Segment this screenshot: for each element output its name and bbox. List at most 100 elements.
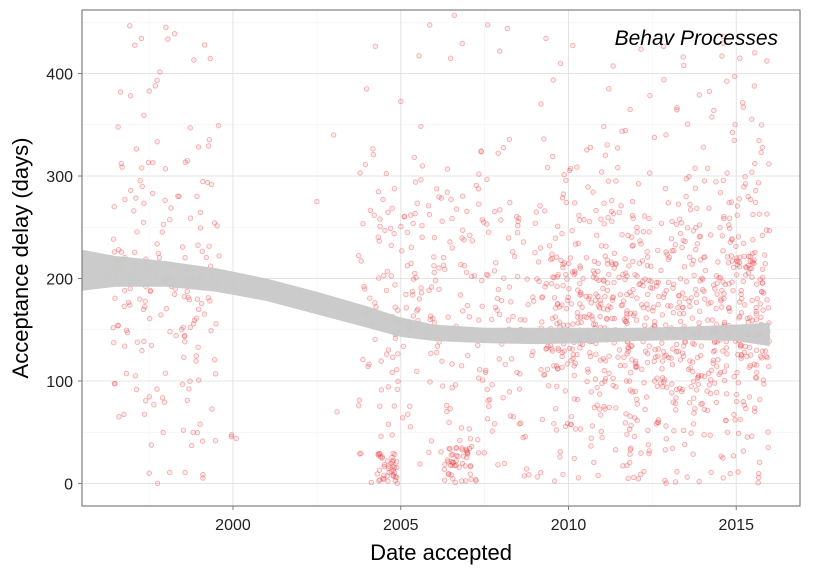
data-point [550,77,556,83]
data-point [639,302,645,308]
data-point [408,260,414,266]
data-point [458,363,465,369]
data-point [138,35,145,42]
data-point [450,451,456,458]
data-point [408,244,415,250]
data-point [749,433,755,439]
data-point [602,406,608,412]
data-point [756,470,762,477]
data-point [738,291,744,297]
data-point [600,285,606,292]
data-point [698,373,705,379]
data-point [116,414,122,420]
data-point [168,205,174,211]
data-point [121,287,128,294]
data-point [578,314,584,320]
data-point [574,396,581,403]
data-point [617,292,623,298]
data-point [762,348,769,354]
data-point [543,281,549,287]
data-point [506,389,513,395]
data-point [747,265,753,271]
data-point [495,286,502,293]
data-point [693,246,699,253]
data-point [713,179,719,185]
data-point [766,161,772,167]
data-point [560,283,566,289]
data-point [619,128,625,134]
data-point [752,375,759,381]
data-point [762,261,768,267]
data-point [370,151,377,158]
data-point [629,357,635,363]
data-point [632,388,639,395]
data-point [216,253,222,259]
data-point [539,319,545,325]
data-point [173,332,179,339]
data-point [314,198,320,205]
data-point [577,426,584,432]
data-point [385,384,391,390]
data-point [624,308,630,314]
data-point [589,313,595,319]
data-point [584,147,590,153]
data-point [624,291,630,298]
data-point [753,308,759,315]
data-point [761,381,767,387]
data-point [436,286,442,292]
data-point [375,452,381,458]
data-point [461,237,467,243]
data-point [442,477,448,483]
data-point [765,305,772,311]
data-point [593,275,599,282]
data-point [727,239,733,245]
data-point [680,237,686,244]
data-point [572,360,578,366]
data-point [455,453,461,460]
data-point [459,193,466,199]
data-point [623,318,629,324]
data-point [721,291,727,297]
data-point [687,201,693,207]
data-point [752,405,758,411]
data-point [555,366,561,372]
data-point [209,406,215,412]
data-point [134,339,141,345]
data-point [471,273,478,279]
data-point [714,363,720,369]
data-point [212,438,219,444]
data-point [741,349,748,356]
data-point [665,303,671,309]
panel-frame [81,9,801,507]
data-point [539,416,546,423]
data-point [653,279,660,286]
data-point [568,357,574,364]
data-point [575,475,582,481]
data-point [481,450,487,456]
data-point [544,164,551,171]
data-point [597,357,604,363]
data-point [182,339,188,345]
data-point [644,359,651,366]
data-point [390,459,396,465]
data-point [377,216,383,222]
data-point [646,450,652,457]
data-point [428,284,435,290]
data-point [702,267,709,274]
data-point [179,381,186,387]
data-point [514,369,520,376]
data-point [592,376,599,382]
data-point [663,132,669,138]
data-point [616,209,622,216]
data-point [392,335,399,341]
data-point [496,311,503,318]
data-point [679,350,686,356]
data-point [710,360,716,366]
data-point [608,208,615,215]
data-point [641,468,647,475]
data-point [763,353,769,359]
data-point [644,301,650,307]
data-point [642,348,649,354]
data-point [376,275,382,281]
